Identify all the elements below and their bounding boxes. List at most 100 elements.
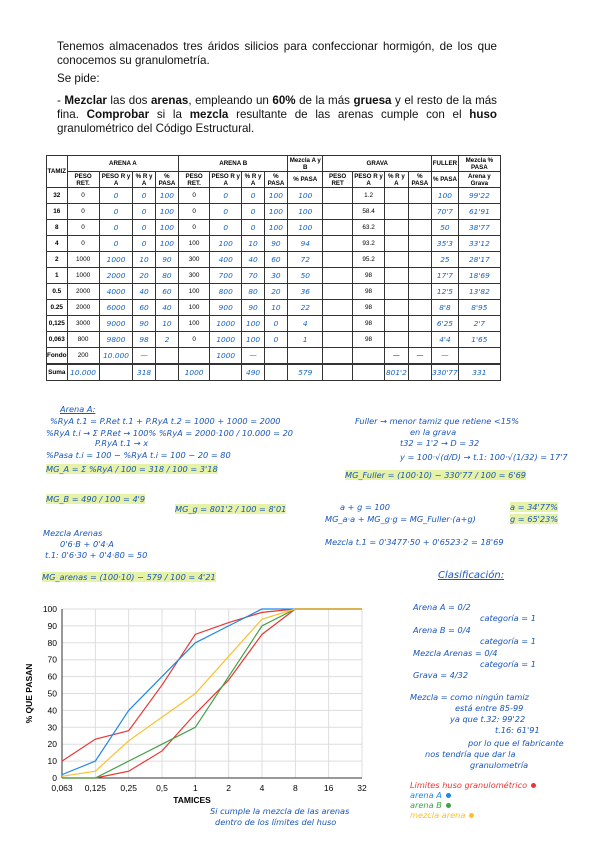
note: por lo que el fabricante	[468, 738, 564, 748]
table-cell: 0	[241, 187, 265, 204]
table-cell: 99'22	[457, 187, 502, 204]
group-header: FULLER	[431, 155, 459, 172]
table-cell: 2	[154, 331, 180, 348]
note: Arena B = 0/4	[413, 625, 471, 635]
table-cell: 80	[154, 267, 180, 284]
table-cell	[407, 187, 433, 204]
table-cell: 801'2	[384, 363, 409, 381]
table-cell: 0	[132, 187, 156, 204]
table-cell: 100	[208, 235, 243, 252]
sub-header: % R y A	[241, 171, 265, 188]
table-row: 32 0 0 0 100 0 0 0 100 100 1.2 100 99'22	[46, 187, 502, 204]
table-cell: 0	[132, 203, 156, 220]
table-cell: 400	[208, 251, 243, 268]
table-cell	[407, 251, 433, 268]
note: está entre 85-99	[455, 703, 524, 713]
sub-header: % PASA	[287, 171, 324, 188]
note: categoría = 1	[480, 636, 536, 646]
note: Grava = 4/32	[413, 670, 469, 680]
table-cell	[208, 363, 243, 381]
note: Mezcla t.1 = 0'3477·50 + 0'6523·2 = 18'6…	[325, 537, 504, 547]
y-tick-label: 80	[48, 638, 58, 648]
table-cell: 90	[132, 315, 156, 332]
table-cell: 10	[154, 315, 180, 332]
table-cell	[407, 315, 433, 332]
note: categoría = 1	[480, 613, 536, 623]
table-cell: 61'91	[457, 203, 502, 220]
table-cell: 90	[241, 299, 265, 316]
x-tick-label: 0,063	[51, 783, 73, 793]
note: P.RyA t.1 → x	[95, 438, 149, 448]
y-tick-label: 10	[48, 756, 58, 766]
table-cell	[407, 267, 433, 284]
note: %Pasa t.i = 100 − %RyA t.i = 100 − 20 = …	[46, 450, 231, 460]
sub-header: PESO RET.	[66, 171, 100, 188]
table-cell: 6'25	[431, 315, 459, 332]
table-cell: 4	[46, 235, 68, 252]
text-run: arenas	[150, 94, 189, 107]
table-cell: 0	[263, 331, 289, 348]
note: t32 = 1'2 → D = 32	[400, 438, 480, 448]
legend-swatch	[531, 783, 537, 788]
table-cell: 1	[287, 331, 324, 348]
sub-header: Arena y Grava	[457, 171, 502, 188]
table-cell: 579	[287, 363, 324, 381]
table-row: 4 0 0 0 100 100 100 10 90 94 93.2 35'3 33'12	[46, 235, 502, 252]
table-cell	[407, 283, 433, 300]
table-cell: 0	[132, 219, 156, 236]
table-cell: 98	[351, 331, 386, 348]
group-header: ARENA B	[178, 155, 289, 172]
table-cell: 17'7	[431, 267, 459, 284]
table-cell: 28'17	[457, 251, 502, 268]
legend-label: arena B	[410, 800, 442, 810]
table-cell: 20	[132, 267, 156, 284]
table-cell: 300	[178, 251, 210, 268]
note: y = 100·√(d/D) → t.1: 100·√(1/32) = 17'7	[400, 452, 568, 462]
table-cell	[384, 331, 409, 348]
table-cell: 0	[208, 187, 243, 204]
note: t.1: 0'6·30 + 0'4·80 = 50	[45, 550, 148, 560]
y-tick-label: 40	[48, 705, 58, 715]
table-cell: 94	[287, 235, 324, 252]
note: MG_Fuller = (100·10) − 330'77 / 100 = 6'…	[345, 470, 527, 480]
text-run: si la	[149, 108, 190, 121]
table-cell: 1000	[208, 315, 243, 332]
sub-header: PESO R y A	[208, 171, 243, 188]
text-run: mezcla	[189, 108, 229, 121]
table-cell: 0	[178, 187, 210, 204]
table-cell	[384, 187, 409, 204]
table-cell: 100	[178, 235, 210, 252]
table-cell: 25	[431, 251, 459, 268]
note: a = 34'77%	[510, 502, 558, 512]
y-axis-label: % QUE PASAN	[24, 664, 34, 724]
group-header: ARENA A	[66, 155, 180, 172]
table-row: 0.5 2000 4000 40 60 100 800 80 20 36 98 12'5 13'82	[46, 283, 502, 300]
table-cell: 33'12	[457, 235, 502, 252]
table-cell: Fondo	[46, 347, 68, 365]
table-cell: 36	[287, 283, 324, 300]
text-run: las dos	[106, 94, 151, 107]
table-cell	[322, 283, 353, 300]
text-run: de la más	[295, 94, 354, 107]
note: Mezcla Arenas = 0/4	[413, 648, 498, 658]
group-header: Mezcla % PASA	[457, 155, 502, 172]
legend-label: Limites huso granulométrico	[410, 780, 528, 790]
note: Fuller → menor tamiz que retiene <15%	[355, 416, 519, 426]
y-tick-label: 50	[48, 689, 58, 699]
table-cell: 35'3	[431, 235, 459, 252]
table-cell: 3000	[66, 315, 100, 332]
y-tick-label: 90	[48, 621, 58, 631]
table-cell: 60	[154, 283, 180, 300]
table-cell: 0	[66, 219, 100, 236]
table-cell	[322, 267, 353, 284]
table-cell	[287, 347, 324, 365]
note: a + g = 100	[340, 502, 390, 512]
table-cell	[263, 347, 289, 365]
table-cell	[407, 363, 433, 381]
table-cell: 10	[241, 235, 265, 252]
note: 0'6·B + 0'4·A	[60, 539, 114, 549]
table-cell: 4	[287, 315, 324, 332]
note: ya que t.32: 99'22	[450, 714, 526, 724]
table-cell: 900	[208, 299, 243, 316]
